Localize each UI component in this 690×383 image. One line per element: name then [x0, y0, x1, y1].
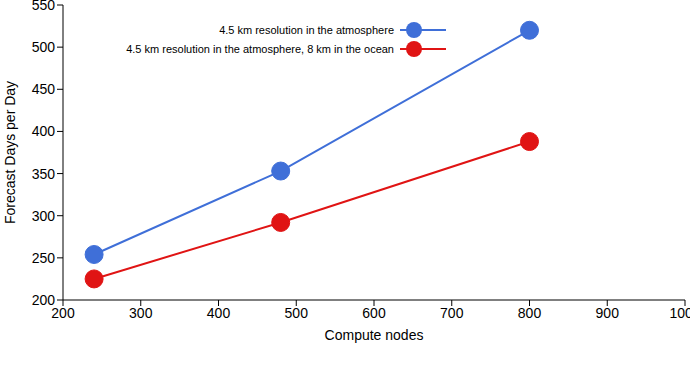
svg-text:800: 800 [518, 305, 542, 321]
svg-text:700: 700 [440, 305, 464, 321]
svg-text:300: 300 [32, 208, 56, 224]
svg-text:Forecast Days per Day: Forecast Days per Day [8, 81, 18, 224]
svg-text:550: 550 [32, 0, 56, 13]
svg-text:Compute nodes: Compute nodes [325, 327, 424, 343]
svg-text:900: 900 [596, 305, 620, 321]
svg-text:600: 600 [362, 305, 386, 321]
html-text:4.5 km resolution in the atmos: 4.5 km resolution in the atmosphere [219, 23, 394, 36]
svg-text:500: 500 [285, 305, 309, 321]
svg-text:400: 400 [32, 123, 56, 139]
html-text:4.5 km resolution in the atmos: 4.5 km resolution in the atmosphere, 8 k… [126, 42, 394, 55]
svg-text:200: 200 [32, 292, 56, 308]
svg-text:200: 200 [51, 304, 75, 321]
svg-text:400: 400 [207, 305, 231, 321]
svg-text:500: 500 [32, 39, 56, 55]
svg-text:300: 300 [129, 305, 153, 321]
svg-text:1000: 1000 [669, 305, 682, 321]
svg-text:250: 250 [32, 250, 56, 266]
svg-text:450: 450 [32, 81, 56, 97]
svg-text:350: 350 [32, 166, 56, 182]
